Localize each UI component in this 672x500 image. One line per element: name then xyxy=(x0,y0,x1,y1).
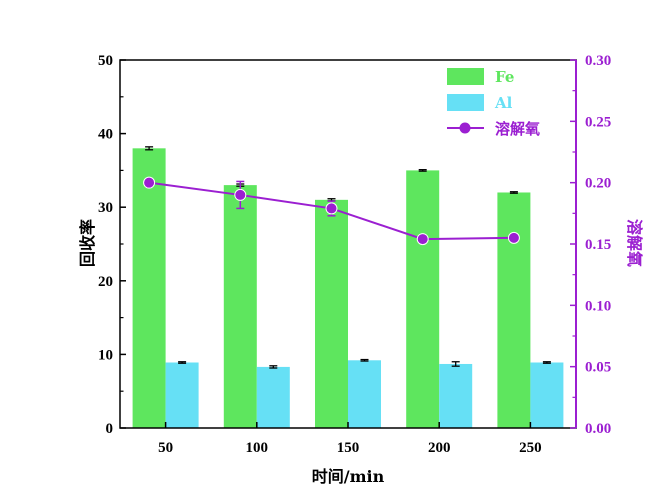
y-tick-label-30: 30 xyxy=(98,200,113,216)
legend-label-al: Al xyxy=(494,94,513,112)
point-do-100 xyxy=(234,188,247,201)
x-tick-label-200: 200 xyxy=(428,440,451,456)
y2-tick-label-0.25: 0.25 xyxy=(585,114,611,130)
bar-al-100 xyxy=(256,366,290,428)
error-bar-al-200 xyxy=(451,361,460,367)
y-tick-label-50: 50 xyxy=(98,53,113,69)
error-bar-al-100 xyxy=(269,365,278,369)
bar-al-50 xyxy=(165,362,199,428)
bar-fe-200 xyxy=(406,170,440,428)
y2-tick-label-0.15: 0.15 xyxy=(585,237,611,253)
x-tick-label-150: 150 xyxy=(337,440,360,456)
bar-al-200 xyxy=(439,363,473,428)
y-tick-label-0: 0 xyxy=(106,421,114,437)
point-do-200 xyxy=(416,233,429,246)
legend: Fe Al 溶解氧 xyxy=(447,68,540,138)
y2-axis-label: 溶解氧 xyxy=(625,219,644,267)
error-bar-fe-200 xyxy=(418,169,427,172)
x-axis-label: 时间/min xyxy=(312,467,385,486)
y-tick-label-40: 40 xyxy=(98,127,113,143)
line-layer xyxy=(143,176,520,246)
y-axis-label: 回收率 xyxy=(78,219,97,267)
error-bar-fe-250 xyxy=(509,191,518,194)
right-axis: 0.00 0.05 0.10 0.15 0.20 0.25 0.30 xyxy=(570,53,611,437)
y2-tick-label-0.30: 0.30 xyxy=(585,53,611,69)
legend-swatch-fe xyxy=(447,68,484,85)
legend-swatch-al xyxy=(447,94,484,111)
bar-fe-250 xyxy=(497,192,531,428)
bar-al-250 xyxy=(530,362,564,428)
error-bar-al-50 xyxy=(178,361,187,364)
bottom-axis: 50 100 150 200 250 xyxy=(158,422,542,456)
point-do-50 xyxy=(143,176,156,189)
y2-tick-label-0.05: 0.05 xyxy=(585,360,611,376)
error-bars-layer xyxy=(145,146,551,369)
error-bar-al-150 xyxy=(360,358,369,362)
y-tick-label-20: 20 xyxy=(98,274,113,290)
y2-tick-label-0.00: 0.00 xyxy=(585,421,611,437)
bar-fe-100 xyxy=(223,185,257,428)
bars-layer xyxy=(132,148,564,428)
y2-tick-label-0.20: 0.20 xyxy=(585,176,611,192)
legend-marker-do xyxy=(459,122,471,134)
y2-tick-label-0.10: 0.10 xyxy=(585,298,611,314)
point-do-150 xyxy=(325,202,338,215)
left-axis: 0 10 20 30 40 50 xyxy=(98,53,126,437)
y-tick-label-10: 10 xyxy=(98,347,113,363)
error-bar-al-250 xyxy=(542,361,551,364)
legend-label-fe: Fe xyxy=(495,68,514,86)
x-tick-label-100: 100 xyxy=(246,440,269,456)
bar-fe-50 xyxy=(132,148,166,428)
x-tick-label-50: 50 xyxy=(158,440,173,456)
error-bar-fe-50 xyxy=(145,146,154,151)
bar-al-150 xyxy=(348,360,381,428)
legend-label-do: 溶解氧 xyxy=(495,120,540,138)
x-tick-label-250: 250 xyxy=(519,440,542,456)
point-do-250 xyxy=(507,231,520,244)
bar-fe-150 xyxy=(315,199,348,428)
